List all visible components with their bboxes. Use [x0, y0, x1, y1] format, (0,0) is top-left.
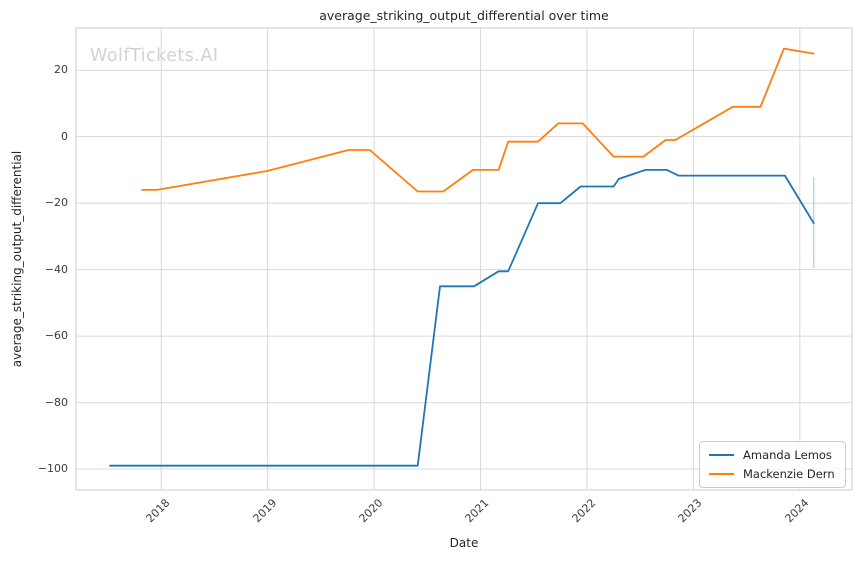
- legend: Amanda Lemos Mackenzie Dern: [699, 441, 846, 488]
- chart-title: average_striking_output_differential ove…: [319, 8, 609, 23]
- legend-item-amanda-lemos: Amanda Lemos: [709, 448, 836, 462]
- legend-label: Amanda Lemos: [743, 448, 832, 462]
- y-tick--40: −40: [44, 262, 68, 276]
- y-tick--60: −60: [44, 329, 68, 343]
- legend-line-sample: [709, 473, 734, 475]
- series-line-amanda-lemos: [109, 168, 815, 467]
- x-axis-label: Date: [449, 536, 479, 550]
- series-line-mackenzie-dern: [141, 47, 815, 193]
- watermark: WolfTickets.AI: [90, 46, 219, 66]
- legend-item-mackenzie-dern: Mackenzie Dern: [709, 467, 836, 481]
- legend-label: Mackenzie Dern: [743, 467, 835, 481]
- y-tick-20: 20: [54, 63, 68, 77]
- legend-line-sample: [709, 454, 734, 456]
- y-tick--80: −80: [44, 395, 68, 409]
- y-tick--20: −20: [44, 196, 68, 210]
- y-tick--100: −100: [37, 462, 68, 476]
- plot-border: [75, 27, 853, 491]
- y-tick-0: 0: [61, 129, 68, 143]
